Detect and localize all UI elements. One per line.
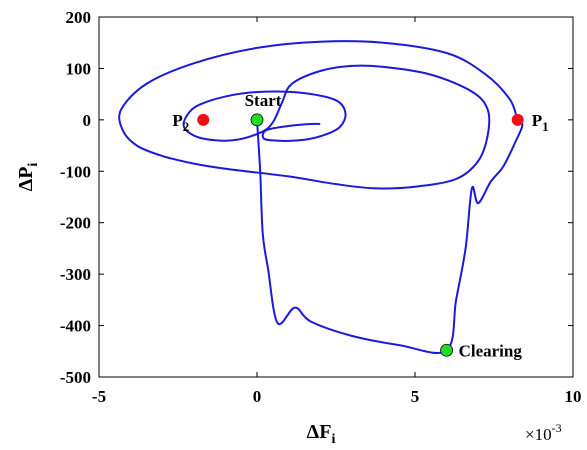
start-marker [250, 113, 264, 127]
y-axis-label: ΔPi [15, 163, 41, 192]
plot-frame [98, 16, 574, 378]
series-line [118, 40, 524, 354]
y-tick-label: -200 [60, 214, 91, 233]
x-tick-label: -5 [92, 387, 106, 406]
clearing-marker [440, 343, 454, 357]
marker-group: Start Clearing P1 P2 [172, 91, 548, 360]
x-tick-label: 10 [565, 387, 582, 406]
clearing-label: Clearing [459, 341, 523, 360]
y-tick-group: 200 100 0 -100 -200 -300 -400 -500 [60, 8, 573, 387]
p2-label: P2 [172, 111, 189, 134]
x-axis-label: ΔFi [307, 421, 336, 447]
y-tick-label: 0 [83, 111, 92, 130]
y-tick-label: -100 [60, 162, 91, 181]
y-tick-label: 100 [66, 59, 92, 78]
y-tick-label: -300 [60, 265, 91, 284]
y-tick-label: -400 [60, 317, 91, 336]
p2-marker [197, 113, 210, 126]
start-label: Start [245, 91, 282, 110]
p1-label: P1 [532, 111, 549, 134]
x-tick-label: 5 [411, 387, 420, 406]
x-multiplier-label: ×10-3 [525, 421, 562, 444]
y-tick-label: -500 [60, 368, 91, 387]
p1-marker [511, 113, 524, 126]
y-tick-label: 200 [66, 8, 92, 27]
x-tick-group: -5 0 5 10 [92, 17, 582, 406]
x-tick-label: 0 [253, 387, 262, 406]
